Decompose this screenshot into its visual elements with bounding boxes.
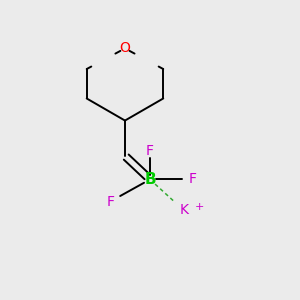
Text: F: F [189, 172, 197, 186]
Text: F: F [106, 194, 114, 208]
Text: B: B [144, 172, 156, 187]
Text: K: K [179, 203, 188, 218]
Text: +: + [194, 202, 204, 212]
Text: O: O [119, 41, 130, 56]
Text: F: F [146, 145, 154, 158]
